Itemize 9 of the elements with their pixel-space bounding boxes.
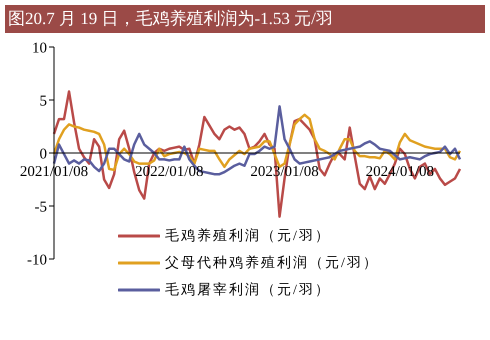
chart-title: 图20.7 月 19 日，毛鸡养殖利润为-1.53 元/羽 [5, 5, 485, 33]
y-tick-label: -5 [34, 199, 47, 216]
y-tick-label: -10 [27, 252, 47, 268]
legend-label: 父母代种鸡养殖利润（元/羽） [165, 254, 379, 272]
y-tick-label: 5 [40, 93, 47, 110]
legend-label: 毛鸡屠宰利润（元/羽） [165, 281, 331, 298]
legend-label: 毛鸡养殖利润（元/羽） [165, 227, 331, 244]
y-tick-label: 10 [32, 40, 47, 56]
y-tick-label: 0 [40, 146, 47, 162]
